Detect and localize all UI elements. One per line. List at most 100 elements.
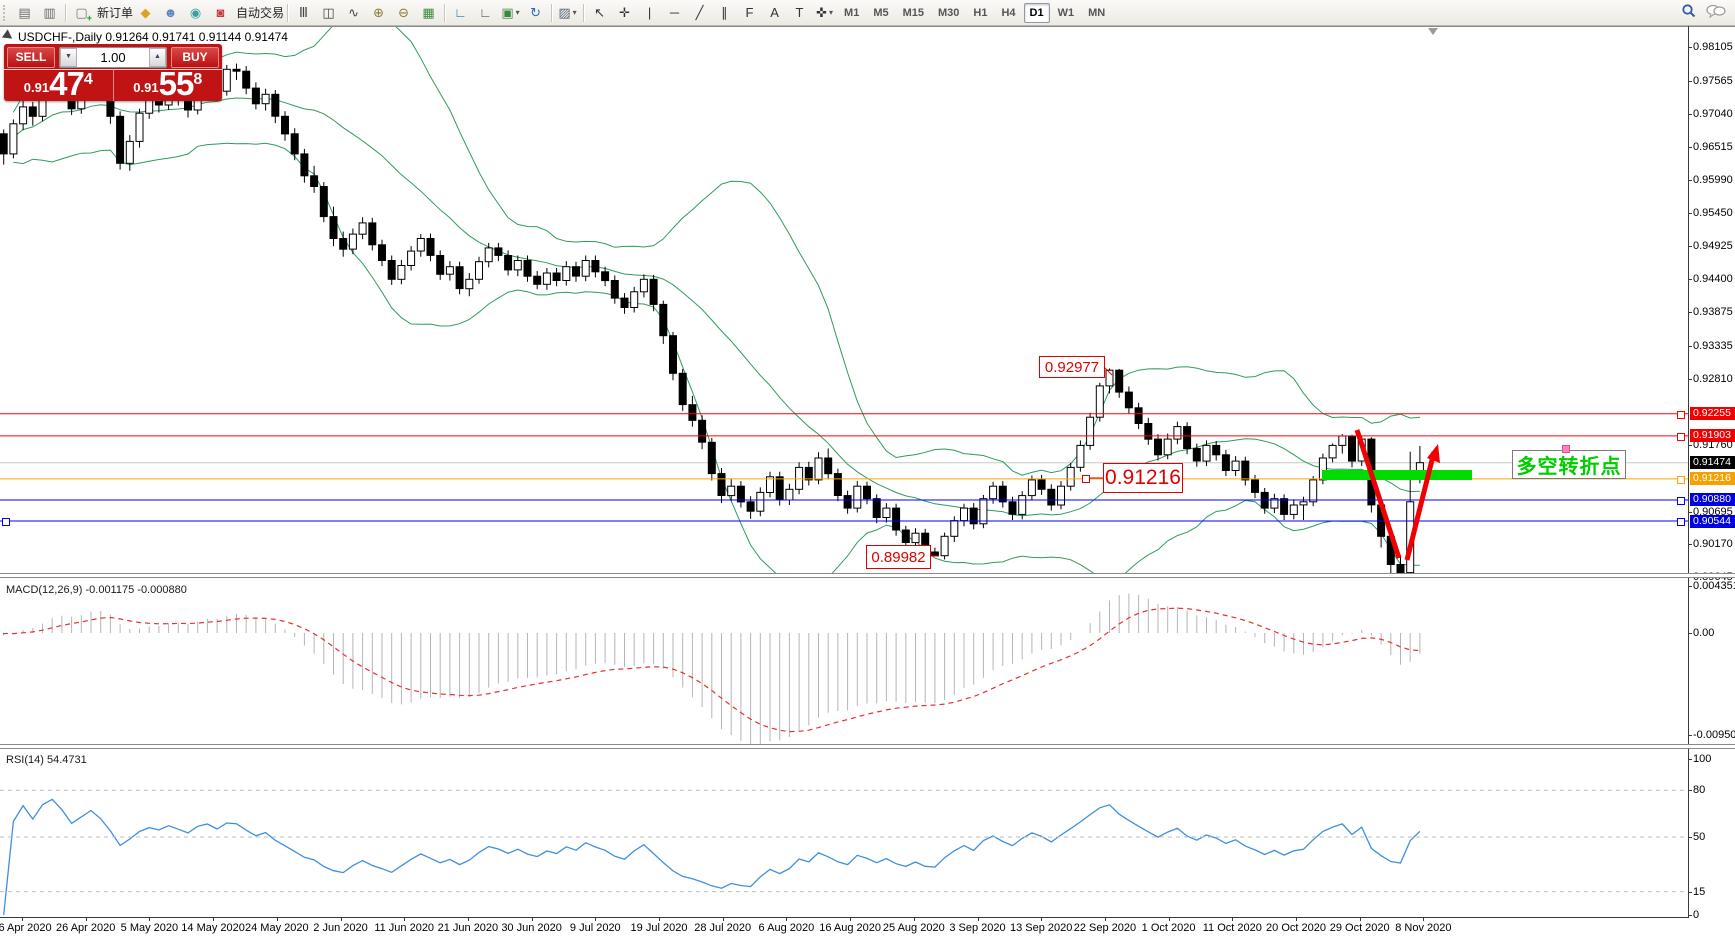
hline-anchor[interactable] bbox=[2, 518, 10, 527]
price-tick-mark bbox=[1688, 444, 1692, 446]
hline-anchor[interactable] bbox=[1677, 496, 1685, 505]
price-annotation[interactable]: 0.91216 bbox=[1103, 463, 1183, 493]
timeframe-m15[interactable]: M15 bbox=[902, 6, 924, 19]
search-icon bbox=[1682, 3, 1696, 17]
sell-price[interactable]: 0.91 47 4 bbox=[4, 65, 114, 102]
indicators-button[interactable]: ∟ bbox=[449, 2, 472, 24]
channel-button[interactable]: ∥ bbox=[713, 2, 736, 24]
date-tick-mark bbox=[850, 918, 852, 921]
chat-button[interactable] bbox=[1705, 2, 1728, 24]
date-tick-label: 24 May 2020 bbox=[244, 922, 309, 934]
toolbar-separator bbox=[551, 3, 553, 22]
market-watch-button[interactable]: ▤ bbox=[13, 2, 36, 24]
chart-shift-marker[interactable] bbox=[1428, 28, 1438, 35]
date-tick-mark bbox=[1359, 918, 1361, 921]
price-tick-mark bbox=[1688, 511, 1692, 513]
cn-note-anchor[interactable] bbox=[1562, 445, 1570, 453]
timeframe-w1[interactable]: W1 bbox=[1057, 6, 1075, 19]
macd-axis-label: 0.004351 bbox=[1693, 580, 1735, 593]
line-chart-button[interactable]: ∿ bbox=[342, 2, 365, 24]
expert-advisors-icon: ☻ bbox=[163, 5, 178, 20]
rsi-value: 54.4731 bbox=[46, 754, 87, 766]
rsi-name: RSI(14) bbox=[6, 754, 44, 766]
timeframe-m5[interactable]: M5 bbox=[873, 6, 889, 19]
search-button[interactable] bbox=[1680, 2, 1703, 24]
volume-increase-button[interactable]: ▲ bbox=[149, 48, 166, 67]
one-click-trading-panel: SELL ▼ ▲ BUY 0.91 47 4 0.91 55 8 bbox=[4, 44, 222, 101]
rsi-pane-splitter[interactable] bbox=[0, 744, 1735, 749]
chevron-down-icon: ▾ bbox=[572, 8, 577, 17]
vline-button[interactable]: | bbox=[638, 2, 661, 24]
timeframe-d1[interactable]: D1 bbox=[1023, 2, 1050, 23]
date-tick-label: 2 Jun 2020 bbox=[313, 922, 368, 934]
toolbar-separator bbox=[444, 3, 446, 22]
fibonacci-button[interactable]: F bbox=[738, 2, 761, 24]
rsi-tick-mark bbox=[1688, 790, 1692, 792]
plus-icon: + bbox=[86, 12, 92, 23]
rsi-tick-mark bbox=[1688, 759, 1692, 760]
buy-button[interactable]: BUY bbox=[171, 47, 219, 68]
arrows-button[interactable]: ✜ ▾ bbox=[813, 2, 836, 24]
autotrading-button[interactable]: ◙ bbox=[209, 2, 232, 24]
new-order-button[interactable]: ▢ + bbox=[70, 2, 93, 24]
templates-button[interactable]: ▣ ▾ bbox=[499, 2, 522, 24]
text-label-button[interactable]: T bbox=[788, 2, 811, 24]
date-tick-mark bbox=[1041, 918, 1043, 921]
templates-icon: ▣ bbox=[501, 5, 514, 20]
timeframe-mn[interactable]: MN bbox=[1088, 6, 1106, 19]
macd-name: MACD(12,26,9) bbox=[6, 584, 83, 596]
macd-pane-splitter[interactable] bbox=[0, 573, 1735, 578]
volume-input[interactable] bbox=[77, 49, 149, 66]
price-badge-0.91216: 0.91216 bbox=[1690, 472, 1735, 486]
timeframe-h4[interactable]: H4 bbox=[1001, 6, 1016, 19]
rsi-tick-mark bbox=[1688, 915, 1692, 916]
sell-price-main: 47 bbox=[49, 65, 85, 102]
hline-anchor[interactable] bbox=[1677, 410, 1685, 419]
timeframe-h1[interactable]: H1 bbox=[973, 6, 988, 19]
tile-windows-icon: ▦ bbox=[422, 5, 435, 20]
macd-axis-label: -0.009504 bbox=[1693, 729, 1735, 742]
price-annotation[interactable]: 0.92977 bbox=[1039, 356, 1105, 378]
tile-windows-button[interactable]: ▦ bbox=[417, 2, 440, 24]
volume-decrease-button[interactable]: ▼ bbox=[60, 48, 77, 67]
data-window-button[interactable]: ▥ bbox=[38, 2, 61, 24]
price-tick-mark bbox=[1688, 113, 1692, 115]
hline-anchor[interactable] bbox=[1677, 518, 1685, 527]
price-tick-label: 0.93335 bbox=[1693, 340, 1733, 353]
hline-button[interactable]: ─ bbox=[663, 2, 686, 24]
price-tick-mark bbox=[1688, 378, 1692, 380]
candlestick-chart-button[interactable]: ◫ bbox=[317, 2, 340, 24]
toolbar-separator bbox=[583, 3, 585, 22]
toolbar-icon-group: ▤ ▥ ▢ + 新订单 ◆ ☻ ◉ ◙ 自动交易 Ⅲ ◫ ∿ ⊕ ⊖ ▦ ∟ ∟ ▣ ▾ ↻ ▨ ▾ ↖ ✛ | ─ ╱ ∥ F A T ✜ ▾ bbox=[12, 2, 837, 24]
trendline-button[interactable]: ╱ bbox=[688, 2, 711, 24]
macd-signal-value: -0.000880 bbox=[137, 584, 187, 596]
periods-button[interactable]: ∟ bbox=[474, 2, 497, 24]
cursor-button[interactable]: ↖ bbox=[588, 2, 611, 24]
text-button[interactable]: A bbox=[763, 2, 786, 24]
crosshair-button[interactable]: ✛ bbox=[613, 2, 636, 24]
hline-anchor[interactable] bbox=[1677, 432, 1685, 441]
expert-advisors-button[interactable]: ☻ bbox=[159, 2, 182, 24]
hline-anchor[interactable] bbox=[1677, 475, 1685, 484]
signals-button[interactable]: ◉ bbox=[184, 2, 207, 24]
label-anchor[interactable] bbox=[1082, 475, 1090, 483]
refresh-button[interactable]: ↻ bbox=[524, 2, 547, 24]
price-tick-label: 0.98105 bbox=[1693, 41, 1733, 53]
price-badge-0.90880: 0.90880 bbox=[1690, 493, 1735, 507]
zoom-in-button[interactable]: ⊕ bbox=[367, 2, 390, 24]
periods-icon: ∟ bbox=[479, 5, 492, 20]
cn-annotation[interactable]: 多空转折点 bbox=[1512, 450, 1626, 479]
chart-profile-button[interactable]: ▨ ▾ bbox=[556, 2, 579, 24]
timeframe-m30[interactable]: M30 bbox=[938, 6, 960, 19]
price-annotation[interactable]: 0.89982 bbox=[866, 545, 931, 569]
price-tick-label: 0.93875 bbox=[1693, 306, 1733, 319]
buy-price[interactable]: 0.91 55 8 bbox=[113, 67, 222, 101]
zoom-out-icon: ⊖ bbox=[398, 5, 409, 20]
sell-button[interactable]: SELL bbox=[7, 47, 55, 68]
styler-button[interactable]: ◆ bbox=[134, 2, 157, 24]
bar-chart-button[interactable]: Ⅲ bbox=[292, 2, 315, 24]
arrows-icon: ✜ bbox=[816, 5, 827, 20]
zoom-out-button[interactable]: ⊖ bbox=[392, 2, 415, 24]
timeframe-m1[interactable]: M1 bbox=[844, 6, 860, 19]
